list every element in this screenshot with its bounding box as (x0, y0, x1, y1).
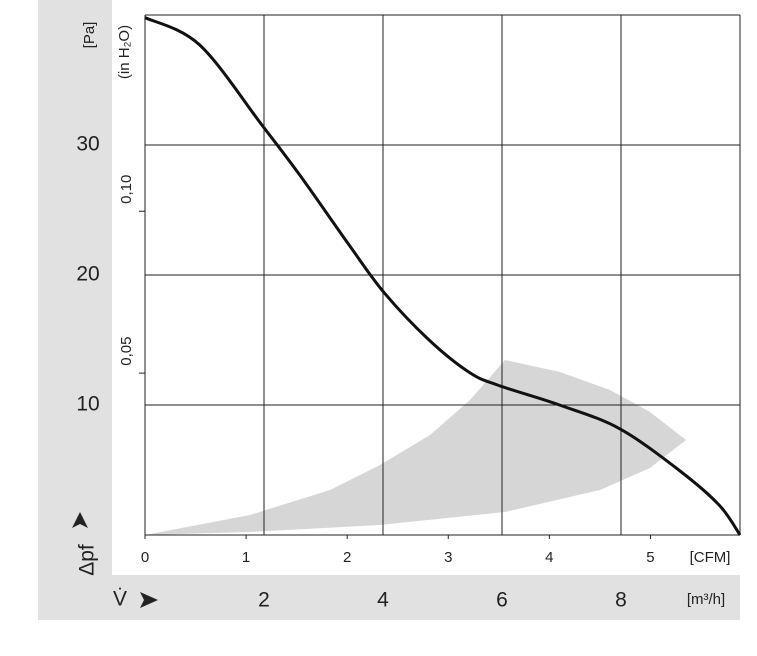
x-tick-label: 4 (545, 549, 553, 566)
x-tick-label: 5 (646, 549, 654, 566)
x-tick-label: 0 (141, 549, 149, 566)
y-tick-label: 10 (76, 393, 99, 416)
y-arrow (72, 512, 88, 528)
y2-label: (in H₂O) (116, 25, 133, 79)
y2-tick-label: 0,10 (118, 175, 135, 204)
x-label: [CFM] (690, 549, 731, 566)
y2-tick-label: 0,05 (118, 337, 135, 366)
y-tick-label: 30 (76, 133, 99, 156)
x2-symbol: V̇ (113, 588, 127, 611)
curve (144, 16, 742, 536)
operating-region (145, 360, 686, 535)
y-symbol: Δpf (76, 544, 99, 576)
y-label: [Pa] (81, 22, 98, 49)
x2-tick-label: 8 (615, 589, 627, 612)
x2-arrow (140, 592, 158, 608)
y-tick-label: 20 (76, 263, 99, 286)
x-tick-label: 2 (343, 549, 351, 566)
x2-tick-label: 4 (377, 589, 389, 612)
x-tick-label: 1 (242, 549, 250, 566)
bottom-band (38, 575, 740, 620)
left-band (38, 0, 112, 620)
x2-tick-label: 6 (496, 589, 508, 612)
x2-label: [m³/h] (687, 591, 725, 608)
x-tick-label: 3 (444, 549, 452, 566)
x2-tick-label: 2 (258, 589, 270, 612)
